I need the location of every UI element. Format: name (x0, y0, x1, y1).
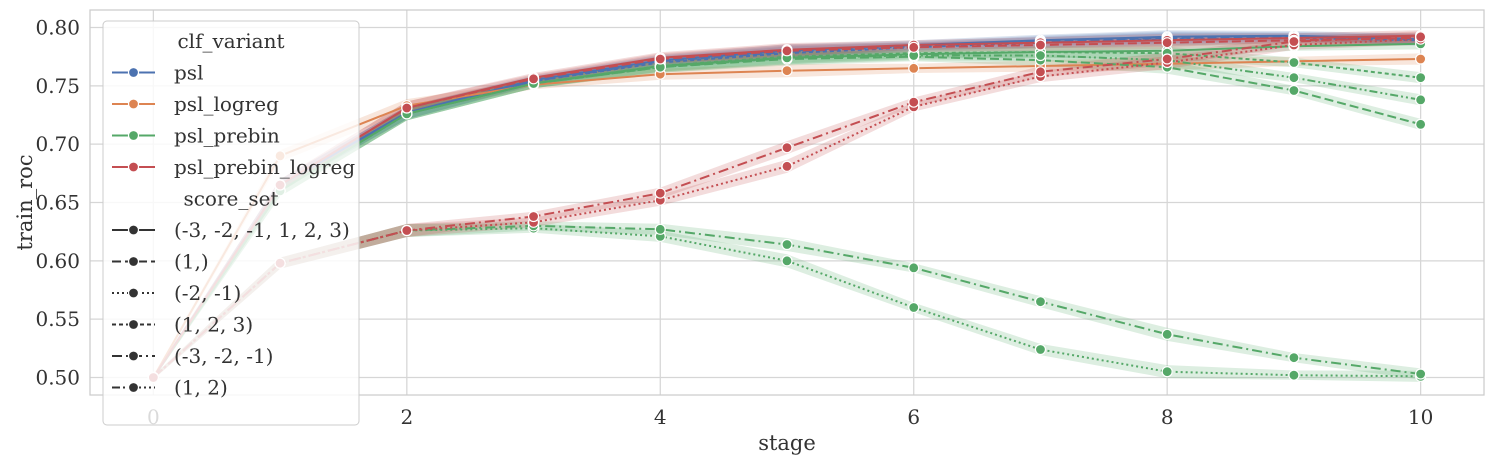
y-tick-label: 0.60 (35, 249, 80, 273)
x-axis-ticks: 0246810 (147, 405, 1433, 429)
data-point (1415, 94, 1427, 106)
confidence-bands (153, 30, 1421, 382)
legend-entry-label: (-3, -2, -1) (174, 344, 273, 368)
y-axis-ticks: 0.50 0.55 0.60 0.65 0.70 0.75 0.80 (35, 16, 80, 390)
data-point (1161, 328, 1173, 340)
data-point (654, 187, 666, 199)
x-tick-label: 2 (400, 405, 413, 429)
legend-marker (127, 161, 140, 173)
data-point (654, 223, 666, 235)
legend-entry-label: (1, 2, 3) (174, 313, 253, 337)
legend-entry-label: psl_prebin (174, 124, 280, 148)
confidence-band (153, 223, 1421, 382)
legend-entry-label: (-2, -1) (174, 281, 241, 305)
y-tick-label: 0.65 (35, 191, 80, 215)
legend-entry-label: psl_logreg (174, 92, 279, 116)
data-point (1034, 39, 1047, 51)
legend-marker (127, 287, 140, 299)
y-tick-label: 0.70 (35, 132, 80, 156)
legend-entry-label: psl_prebin_logreg (174, 155, 355, 179)
data-point (1034, 49, 1047, 62)
data-point (1161, 366, 1173, 378)
legend-marker (127, 381, 140, 394)
legend-title-clf-variant: clf_variant (177, 29, 284, 53)
data-point (1415, 72, 1427, 84)
x-tick-label: 6 (907, 405, 920, 429)
legend-marker (127, 224, 140, 236)
data-point (1288, 35, 1300, 48)
data-point (654, 53, 666, 65)
x-tick-label: 4 (654, 405, 667, 429)
data-point (1034, 66, 1047, 78)
y-tick-label: 0.75 (35, 74, 80, 98)
data-point (527, 73, 540, 85)
series-line (152, 37, 1421, 379)
data-point (1288, 84, 1300, 97)
data-point (781, 65, 793, 77)
plot-frame (89, 9, 1485, 396)
data-point (908, 262, 920, 274)
data-point (781, 160, 793, 172)
data-point (781, 45, 793, 57)
y-tick-label: 0.55 (35, 307, 80, 331)
data-point (781, 238, 793, 251)
x-tick-label: 8 (1161, 405, 1174, 429)
legend-entry-label: (-3, -2, -1, 1, 2, 3) (174, 218, 350, 242)
legend-marker (127, 98, 140, 110)
data-point (527, 210, 540, 223)
x-axis-label: stage (758, 431, 816, 455)
data-point (1288, 56, 1300, 69)
data-point (401, 224, 413, 237)
legend-marker (127, 66, 140, 79)
legend-box (102, 20, 360, 426)
x-tick-label: 10 (1408, 405, 1433, 429)
data-point (1288, 369, 1300, 381)
data-point (1415, 368, 1427, 380)
legend-entry-label: (1, 2) (174, 376, 228, 400)
legend-marker (127, 255, 140, 268)
data-point (781, 255, 793, 267)
data-point (1288, 72, 1300, 84)
y-tick-label: 0.80 (35, 16, 80, 40)
legend-marker (127, 350, 140, 362)
data-point (908, 301, 920, 314)
data-point (1288, 352, 1300, 364)
data-point (1161, 37, 1173, 49)
legend-marker (127, 129, 140, 142)
data-point (1161, 53, 1173, 65)
data-point (781, 142, 793, 154)
legend-title-score-set: score_set (183, 187, 278, 211)
y-tick-label: 0.50 (35, 366, 80, 390)
legend-marker (127, 318, 140, 331)
data-point (908, 62, 920, 74)
data-point (1415, 31, 1427, 43)
series-line (152, 35, 1421, 379)
y-axis-label: train_roc (13, 154, 37, 250)
legend-entry-label: psl (174, 61, 203, 85)
data-point (1034, 296, 1047, 308)
data-point (908, 41, 920, 53)
legend-entry-label: (1,) (174, 250, 209, 274)
data-point (908, 96, 920, 108)
data-point (401, 102, 413, 114)
data-point (1415, 118, 1427, 130)
data-point (1034, 343, 1047, 356)
data-point (1415, 53, 1427, 65)
